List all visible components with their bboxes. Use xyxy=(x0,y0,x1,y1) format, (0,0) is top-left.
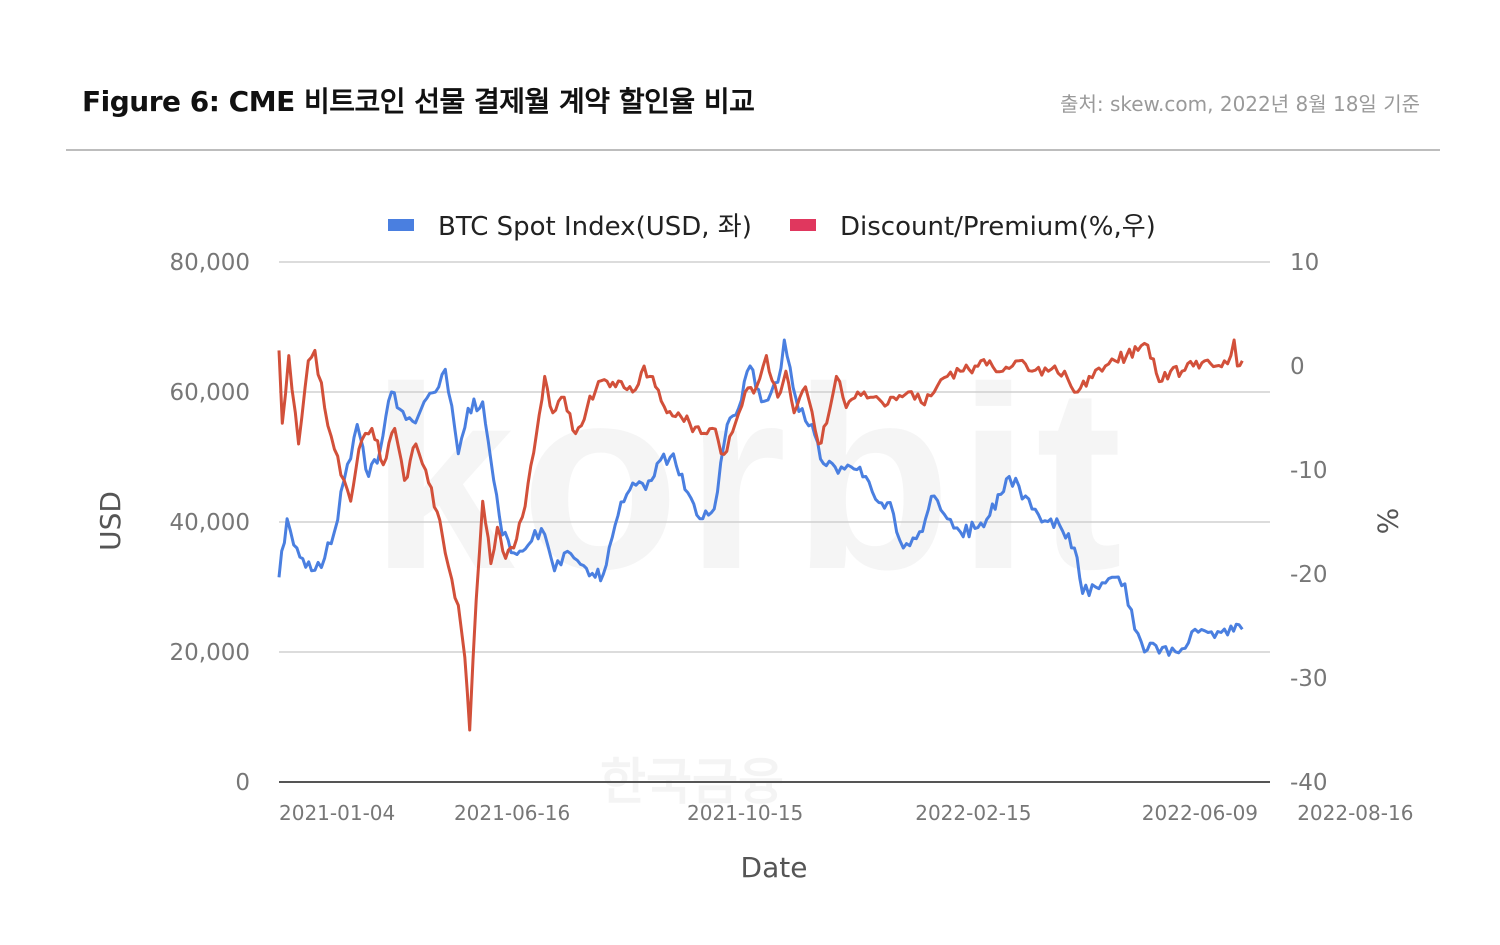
y-axis-left-title: USD xyxy=(94,491,127,551)
y-right-tick-label: 10 xyxy=(1290,250,1319,276)
x-axis-title: Date xyxy=(741,851,808,884)
y-left-tick-label: 60,000 xyxy=(170,380,250,406)
grid-lines xyxy=(279,261,1270,783)
axis-ticks: 80,000 60,000 40,000 20,000 0 10 0 -10 -20 -30 -40… xyxy=(170,250,1414,825)
y-left-tick-label: 20,000 xyxy=(170,640,250,666)
title-divider xyxy=(66,149,1440,151)
y-right-tick-label: -20 xyxy=(1290,562,1328,588)
x-tick-label: 2022-02-15 xyxy=(915,801,1031,825)
y-left-tick-label: 80,000 xyxy=(170,250,250,276)
legend-label-spot: BTC Spot Index(USD, 좌) xyxy=(438,212,752,242)
legend-label-premium: Discount/Premium(%,우) xyxy=(840,212,1156,242)
series-line-premium xyxy=(277,338,1244,732)
y-right-tick-label: -10 xyxy=(1290,458,1328,484)
y-right-tick-label: -30 xyxy=(1290,666,1328,692)
x-tick-label: 2021-01-04 xyxy=(279,801,395,825)
legend-swatch-spot xyxy=(388,218,414,231)
chart-legend: BTC Spot Index(USD, 좌) Discount/Premium(… xyxy=(0,206,1500,246)
y-axis-right-title: % xyxy=(1371,508,1404,535)
x-tick-label: 2021-06-16 xyxy=(454,801,570,825)
legend-swatch-premium xyxy=(790,218,816,231)
x-tick-label: 2022-08-16 xyxy=(1297,801,1413,825)
series-lines xyxy=(277,338,1244,732)
series-line-spot xyxy=(277,338,1244,657)
figure-title: Figure 6: CME 비트코인 선물 결제월 계약 할인율 비교 xyxy=(82,85,755,118)
x-tick-label: 2022-06-09 xyxy=(1142,801,1258,825)
legend-item-premium: Discount/Premium(%,우) xyxy=(790,206,1156,243)
y-right-tick-label: -40 xyxy=(1290,770,1328,796)
source-note: 출처: skew.com, 2022년 8월 18일 기준 xyxy=(1060,92,1420,116)
y-left-tick-label: 0 xyxy=(235,770,250,796)
legend-item-spot: BTC Spot Index(USD, 좌) xyxy=(388,206,752,243)
y-right-tick-label: 0 xyxy=(1290,354,1305,380)
y-left-tick-label: 40,000 xyxy=(170,510,250,536)
x-tick-label: 2021-10-15 xyxy=(687,801,803,825)
